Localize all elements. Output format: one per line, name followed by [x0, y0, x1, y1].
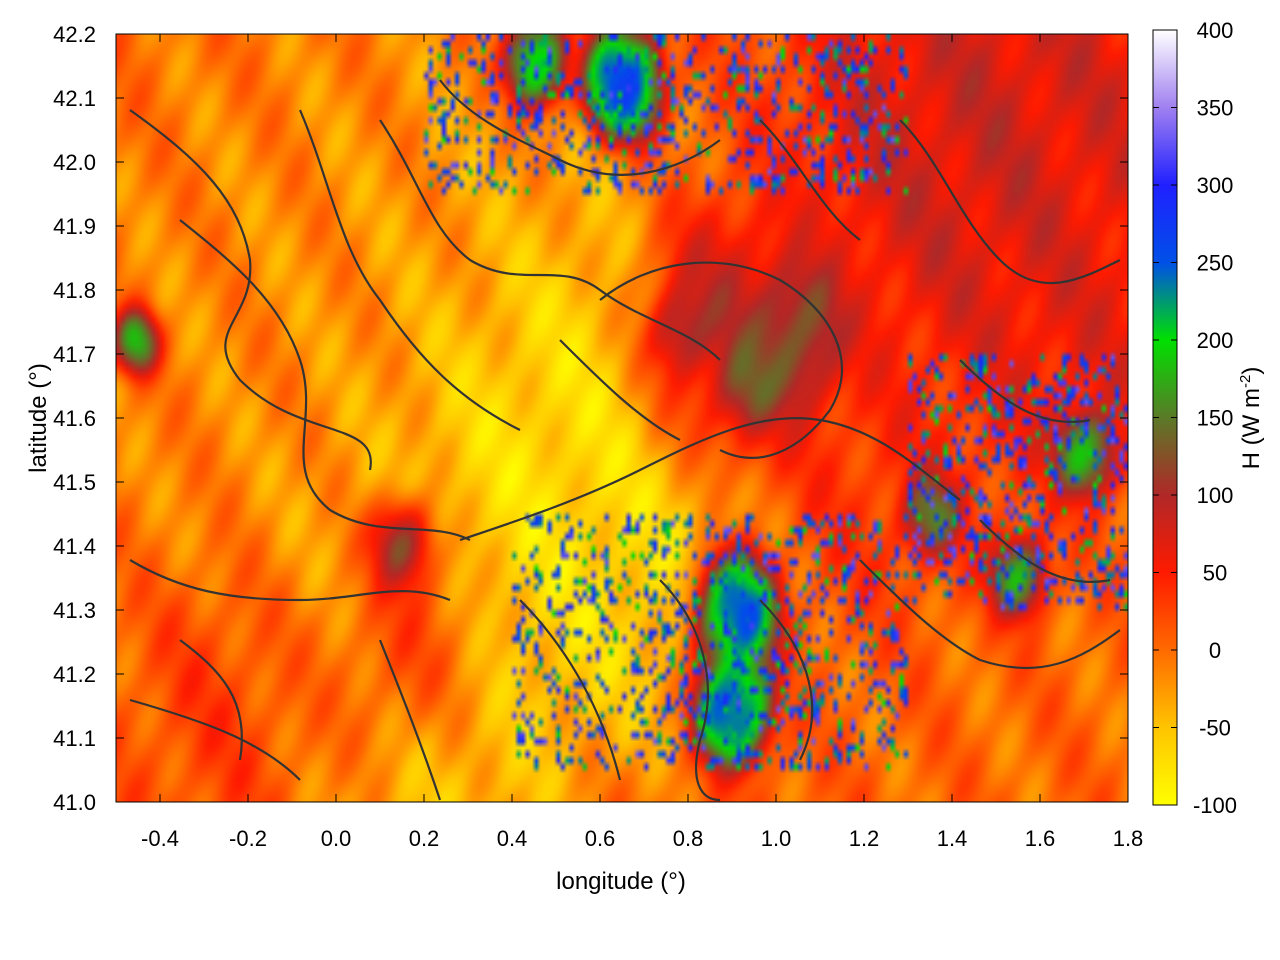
contour-line — [979, 519, 1111, 583]
x-axis-label: longitude (°) — [556, 868, 686, 895]
colorbar-tick-label: 50 — [1203, 561, 1227, 586]
contour-line — [298, 109, 521, 431]
x-tick-label: 1.6 — [1025, 826, 1056, 851]
contour-line — [179, 639, 243, 761]
colorbar-tick-label: 300 — [1197, 173, 1234, 198]
y-tick-label: 41.1 — [53, 726, 96, 751]
colorbar-label-base: H (W m — [1238, 388, 1265, 469]
contour-line — [129, 698, 301, 781]
colorbar-tick-label: -50 — [1199, 716, 1231, 741]
y-axis-label: latitude (°) — [25, 363, 52, 473]
y-axis-ticks: 41.0 41.1 41.2 41.3 41.4 41.5 41.6 41.7 41.8 41.9… — [53, 22, 1128, 815]
contour-line — [129, 559, 451, 602]
y-tick-label: 41.6 — [53, 406, 96, 431]
y-tick-label: 41.3 — [53, 598, 96, 623]
colorbar-label-superscript: -2 — [1237, 375, 1254, 388]
y-tick-label: 41.5 — [53, 470, 96, 495]
terrain-contours — [129, 79, 1121, 802]
contour-line — [559, 339, 681, 441]
y-tick-label: 41.4 — [53, 534, 96, 559]
contour-line — [519, 599, 622, 781]
y-tick-label: 42.0 — [53, 150, 96, 175]
colorbar-label: H (W m-2) — [1237, 367, 1265, 470]
contour-line — [859, 559, 1121, 670]
contour-line — [378, 639, 442, 801]
x-tick-label: 1.8 — [1113, 826, 1144, 851]
y-tick-label: 41.8 — [53, 278, 96, 303]
colorbar-ticks: -100 -50 0 50 100 150 200 250 300 350 400 — [1153, 18, 1237, 818]
contour-line — [129, 109, 372, 471]
x-tick-label: 1.4 — [937, 826, 968, 851]
contour-line — [899, 119, 1121, 285]
colorbar-tick-label: 250 — [1197, 251, 1234, 276]
x-axis-ticks: -0.4 -0.2 0.0 0.2 0.4 0.6 0.8 1.0 1.2 1.4 1.6 1.8 — [141, 34, 1143, 851]
contour-line — [599, 261, 844, 459]
contour-line — [659, 579, 721, 802]
colorbar-tick-label: 400 — [1197, 18, 1234, 43]
x-tick-label: 1.2 — [849, 826, 880, 851]
colorbar-tick-label: 0 — [1209, 638, 1221, 663]
x-tick-label: 0.0 — [321, 826, 352, 851]
x-tick-label: 0.4 — [497, 826, 528, 851]
x-tick-label: -0.2 — [229, 826, 267, 851]
y-tick-label: 42.2 — [53, 22, 96, 47]
y-tick-label: 41.9 — [53, 214, 96, 239]
contour-line — [759, 599, 814, 761]
colorbar-label-end: ) — [1238, 367, 1265, 375]
x-tick-label: 0.2 — [409, 826, 440, 851]
heatmap-field — [116, 34, 1128, 802]
x-tick-label: 0.8 — [673, 826, 704, 851]
contour-line — [759, 119, 861, 241]
contour-line — [459, 416, 961, 542]
y-tick-label: 41.0 — [53, 790, 96, 815]
y-tick-label: 41.2 — [53, 662, 96, 687]
y-tick-label: 41.7 — [53, 342, 96, 367]
colorbar-tick-label: 350 — [1197, 96, 1234, 121]
contour-line — [959, 359, 1091, 423]
y-tick-label: 42.1 — [53, 86, 96, 111]
contour-line — [379, 119, 721, 361]
heatmap-raster — [116, 34, 1128, 802]
colorbar-tick-label: 100 — [1197, 483, 1234, 508]
x-tick-label: 0.6 — [585, 826, 616, 851]
contour-line — [439, 79, 721, 176]
colorbar-tick-label: 200 — [1197, 328, 1234, 353]
x-tick-label: 1.0 — [761, 826, 792, 851]
x-tick-label: -0.4 — [141, 826, 179, 851]
colorbar-tick-label: 150 — [1197, 406, 1234, 431]
contour-line — [179, 219, 471, 541]
colorbar-tick-label: -100 — [1193, 793, 1237, 818]
